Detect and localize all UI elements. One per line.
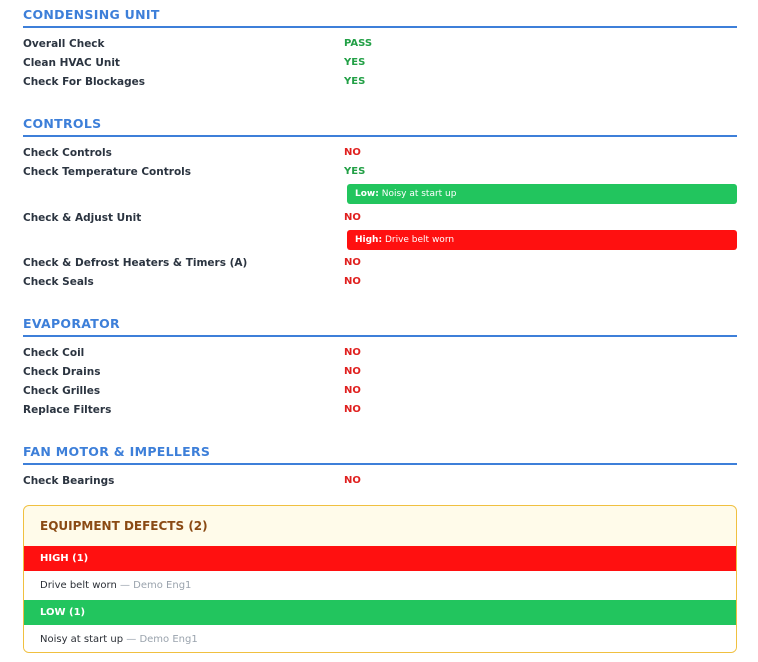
row-value: PASS	[344, 38, 373, 49]
row-value: NO	[344, 366, 361, 377]
row-value: NO	[344, 147, 361, 158]
defect-note-high: High: Drive belt worn	[347, 230, 737, 250]
defect-text: Noisy at start up	[40, 634, 124, 645]
row-value: YES	[344, 166, 366, 177]
row-label: Check & Defrost Heaters & Timers (A)	[23, 257, 248, 269]
defect-item: Noisy at start up — Demo Eng1	[24, 625, 736, 652]
section-divider	[23, 463, 737, 465]
row-label: Clean HVAC Unit	[23, 57, 120, 69]
note-level: High:	[355, 235, 383, 245]
row-value: NO	[344, 212, 361, 223]
defect-text: Drive belt worn	[40, 580, 117, 591]
equipment-defects-panel: EQUIPMENT DEFECTS (2) HIGH (1) Drive bel…	[23, 505, 737, 653]
row-value: YES	[344, 76, 366, 87]
defect-note-low: Low: Noisy at start up	[347, 184, 737, 204]
row-value: NO	[344, 475, 361, 486]
row-label: Check Coil	[23, 347, 85, 359]
section-divider	[23, 26, 737, 28]
row-value: YES	[344, 57, 366, 68]
row-label: Check Temperature Controls	[23, 166, 191, 178]
section-title-fan-motor: FAN MOTOR & IMPELLERS	[23, 444, 211, 459]
section-divider	[23, 335, 737, 337]
row-value: NO	[344, 404, 361, 415]
row-value: NO	[344, 347, 361, 358]
row-label: Replace Filters	[23, 404, 112, 416]
row-value: NO	[344, 276, 361, 287]
section-title-condensing-unit: CONDENSING UNIT	[23, 7, 160, 22]
note-text: Noisy at start up	[381, 189, 457, 199]
defect-item: Drive belt worn — Demo Eng1	[24, 571, 736, 600]
section-title-controls: CONTROLS	[23, 116, 102, 131]
row-label: Check Grilles	[23, 385, 101, 397]
section-title-evaporator: EVAPORATOR	[23, 316, 120, 331]
severity-header-high: HIGH (1)	[24, 546, 736, 571]
defects-title: EQUIPMENT DEFECTS (2)	[40, 519, 208, 533]
row-label: Check Bearings	[23, 475, 115, 487]
severity-header-low: LOW (1)	[24, 600, 736, 625]
row-value: NO	[344, 385, 361, 396]
defect-author: — Demo Eng1	[119, 580, 192, 591]
row-value: NO	[344, 257, 361, 268]
note-text: Drive belt worn	[384, 235, 455, 245]
row-label: Overall Check	[23, 38, 105, 50]
row-label: Check Controls	[23, 147, 112, 159]
defect-author: — Demo Eng1	[126, 634, 198, 645]
row-label: Check & Adjust Unit	[23, 212, 142, 224]
note-level: Low:	[355, 189, 379, 199]
row-label: Check Drains	[23, 366, 101, 378]
row-label: Check For Blockages	[23, 76, 145, 88]
row-label: Check Seals	[23, 276, 94, 288]
section-divider	[23, 135, 737, 137]
